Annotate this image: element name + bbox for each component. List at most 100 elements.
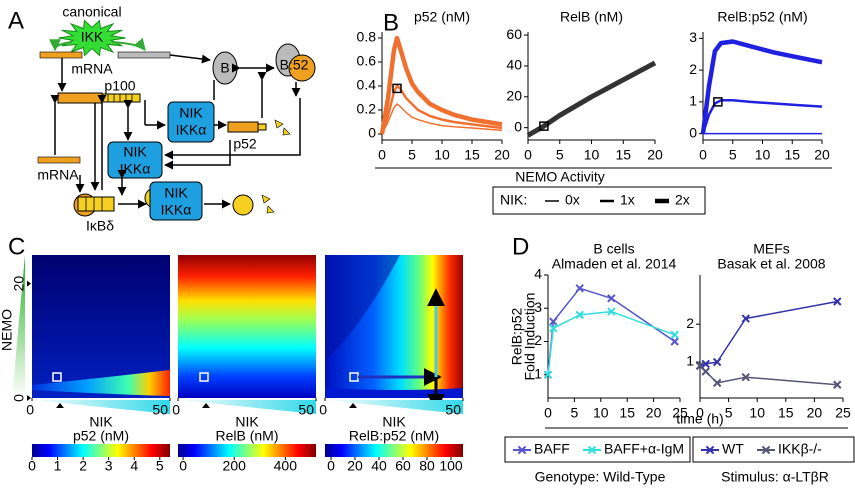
heatmap-feature xyxy=(32,370,170,396)
colorbar-tick-label: 20 xyxy=(347,458,363,474)
fragment xyxy=(257,123,267,131)
colorbar-label: RelB:p52 (nM) xyxy=(349,428,439,444)
x-axis-label: NIK xyxy=(235,414,259,430)
colorbar-tick-label: 0 xyxy=(28,458,36,474)
x-tick-label: 25 xyxy=(672,405,688,421)
heatmap-feature xyxy=(325,255,400,360)
colorbar-tick-label: 0 xyxy=(327,458,335,474)
point xyxy=(833,380,842,389)
colorbar-tick-label: 400 xyxy=(274,458,298,474)
x-tick-label: 5 xyxy=(725,405,733,421)
point xyxy=(549,317,558,326)
panel-label: C xyxy=(8,233,25,260)
colorbar-tick-label: 0 xyxy=(179,458,187,474)
point xyxy=(712,357,722,367)
marker xyxy=(56,403,64,408)
y-tick-label: 20 xyxy=(506,88,522,104)
point xyxy=(701,367,710,376)
y-tick-label: 2 xyxy=(534,332,542,348)
x-tick-label: 10 xyxy=(584,147,600,163)
highlight xyxy=(713,97,723,107)
label: NIK xyxy=(164,185,188,201)
label: NIK xyxy=(123,144,147,160)
label: canonical xyxy=(62,4,121,20)
series-line xyxy=(699,300,838,367)
x-tick-label: 15 xyxy=(619,405,635,421)
ikbd-ball xyxy=(232,194,254,216)
y-tick-label: 20 xyxy=(11,276,27,292)
chart-title: B cells xyxy=(593,241,634,257)
colorbar-tick-label: 5 xyxy=(156,458,164,474)
point xyxy=(712,378,722,388)
x-tick-label: 0 xyxy=(696,405,704,421)
legend-label: WT xyxy=(722,441,744,457)
x-tick-label: 50 xyxy=(445,402,461,418)
y-tick-label: 3 xyxy=(689,29,697,45)
x-tick-label: 20 xyxy=(646,405,662,421)
label: IKKα xyxy=(161,202,192,218)
panel-label: A xyxy=(8,7,24,34)
stripes xyxy=(107,94,133,102)
chart-title: p52 (nM) xyxy=(414,9,470,25)
legend-marker xyxy=(587,445,597,455)
x-tick-label: 10 xyxy=(755,147,771,163)
point xyxy=(575,310,584,320)
series-line xyxy=(381,103,503,135)
fragment xyxy=(274,119,291,136)
marker xyxy=(349,403,357,408)
legend-title: NIK: xyxy=(500,192,527,208)
y-tick-label: 0.4 xyxy=(357,77,377,93)
complex xyxy=(107,141,163,179)
label: IKK xyxy=(81,29,104,45)
panel-label: D xyxy=(512,233,529,260)
gene xyxy=(39,51,83,59)
colorbar-tick-label: 60 xyxy=(395,458,411,474)
colorbar-tick-label: 4 xyxy=(130,458,138,474)
arrow xyxy=(49,39,73,52)
label: mRNA xyxy=(37,167,79,183)
x-tick-label: 20 xyxy=(647,147,663,163)
point xyxy=(670,337,679,346)
series-line xyxy=(700,39,823,134)
y-tick-label: 1 xyxy=(689,93,697,109)
y-tick xyxy=(27,395,31,401)
arrow xyxy=(111,37,146,51)
series-line xyxy=(379,35,503,135)
y-tick-label: 3 xyxy=(534,299,542,315)
y-tick-label: 2 xyxy=(689,61,697,77)
x-tick-label: 20 xyxy=(814,147,830,163)
x-tick-label: 50 xyxy=(298,402,314,418)
x-tick-label: 0 xyxy=(378,147,386,163)
legend-box xyxy=(492,186,706,215)
colorbar xyxy=(325,444,463,457)
series-line xyxy=(526,60,657,138)
series-line xyxy=(547,287,676,375)
label: p52 xyxy=(233,136,257,152)
y-tick-label: 0 xyxy=(514,118,522,134)
legend-marker xyxy=(705,445,715,455)
label: B xyxy=(220,60,229,76)
colorbar-label: RelB (nM) xyxy=(215,428,278,444)
gene xyxy=(117,51,171,59)
heatmap xyxy=(178,255,316,398)
x-tick-label: 0 xyxy=(26,402,34,418)
y-tick-label: 0 xyxy=(368,125,376,141)
x-tick-label: 0 xyxy=(524,147,532,163)
legend-marker xyxy=(761,445,771,455)
highlight xyxy=(52,372,62,382)
colorbar-tick-label: 40 xyxy=(371,458,387,474)
x-tick-label: 5 xyxy=(408,147,416,163)
label: IKKα xyxy=(120,161,151,177)
x-tick-label: 10 xyxy=(434,147,450,163)
chart-title: RelB:p52 (nM) xyxy=(717,9,807,25)
y-tick-label: 60 xyxy=(506,26,522,42)
legend-marker xyxy=(517,445,527,455)
colorbar-tick-label: 80 xyxy=(419,458,435,474)
fragment xyxy=(261,194,275,214)
y-tick-label: 4 xyxy=(534,266,542,282)
chart-subtitle: Almaden et al. 2014 xyxy=(552,256,677,272)
point xyxy=(575,284,584,293)
x-tick-label: 5 xyxy=(571,405,579,421)
complex xyxy=(167,101,215,143)
x-tick-label: 0 xyxy=(544,405,552,421)
